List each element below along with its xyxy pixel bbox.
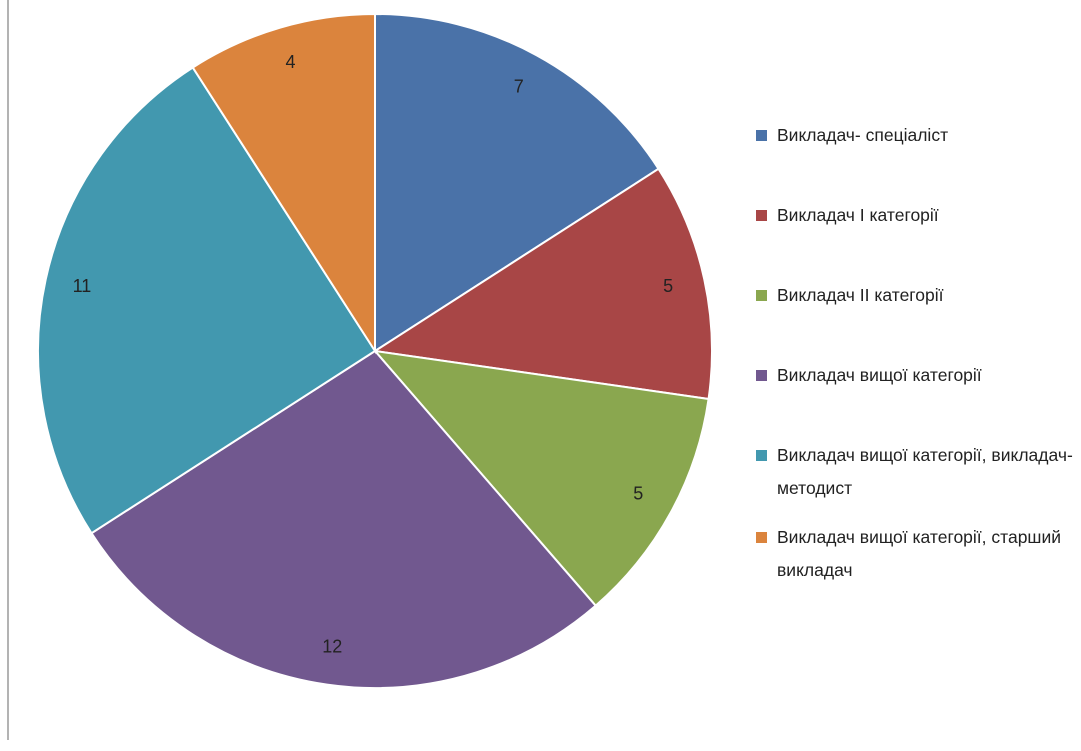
pie-slice [37, 66, 377, 535]
legend-item: Викладач I категорії [756, 199, 1077, 232]
legend-swatch [756, 210, 767, 221]
legend-label: Викладач I категорії [777, 205, 939, 225]
legend-label: Викладач вищої категорії, старший виклад… [777, 527, 1062, 580]
data-label: 5 [633, 483, 643, 503]
legend-item: Викладач вищої категорії, викладач-метод… [756, 439, 1077, 505]
legend-item: Викладач вищої категорії, старший виклад… [756, 521, 1077, 587]
legend-item: Викладач II категорії [756, 279, 1077, 312]
legend-label: Викладач вищої категорії, викладач-метод… [777, 445, 1073, 498]
legend-swatch [756, 532, 767, 543]
legend-swatch [756, 370, 767, 381]
data-label: 11 [73, 276, 92, 296]
pie-slice [90, 349, 598, 689]
data-label: 4 [285, 52, 295, 72]
legend-swatch [756, 290, 767, 301]
legend-label: Викладач вищої категорії [777, 365, 982, 385]
legend-item: Викладач- спеціаліст [756, 119, 1077, 152]
data-label: 5 [663, 276, 673, 296]
legend-label: Викладач- спеціаліст [777, 125, 949, 145]
legend-swatch [756, 450, 767, 461]
legend-label: Викладач II категорії [777, 285, 944, 305]
pie-slice [372, 167, 713, 401]
pie-slice [372, 349, 710, 608]
data-label: 7 [514, 77, 524, 97]
pie-slice [374, 12, 660, 353]
pie-slice [191, 12, 376, 355]
legend-swatch [756, 130, 767, 141]
legend-item: Викладач вищої категорії [756, 359, 1077, 392]
data-label: 12 [322, 637, 342, 657]
